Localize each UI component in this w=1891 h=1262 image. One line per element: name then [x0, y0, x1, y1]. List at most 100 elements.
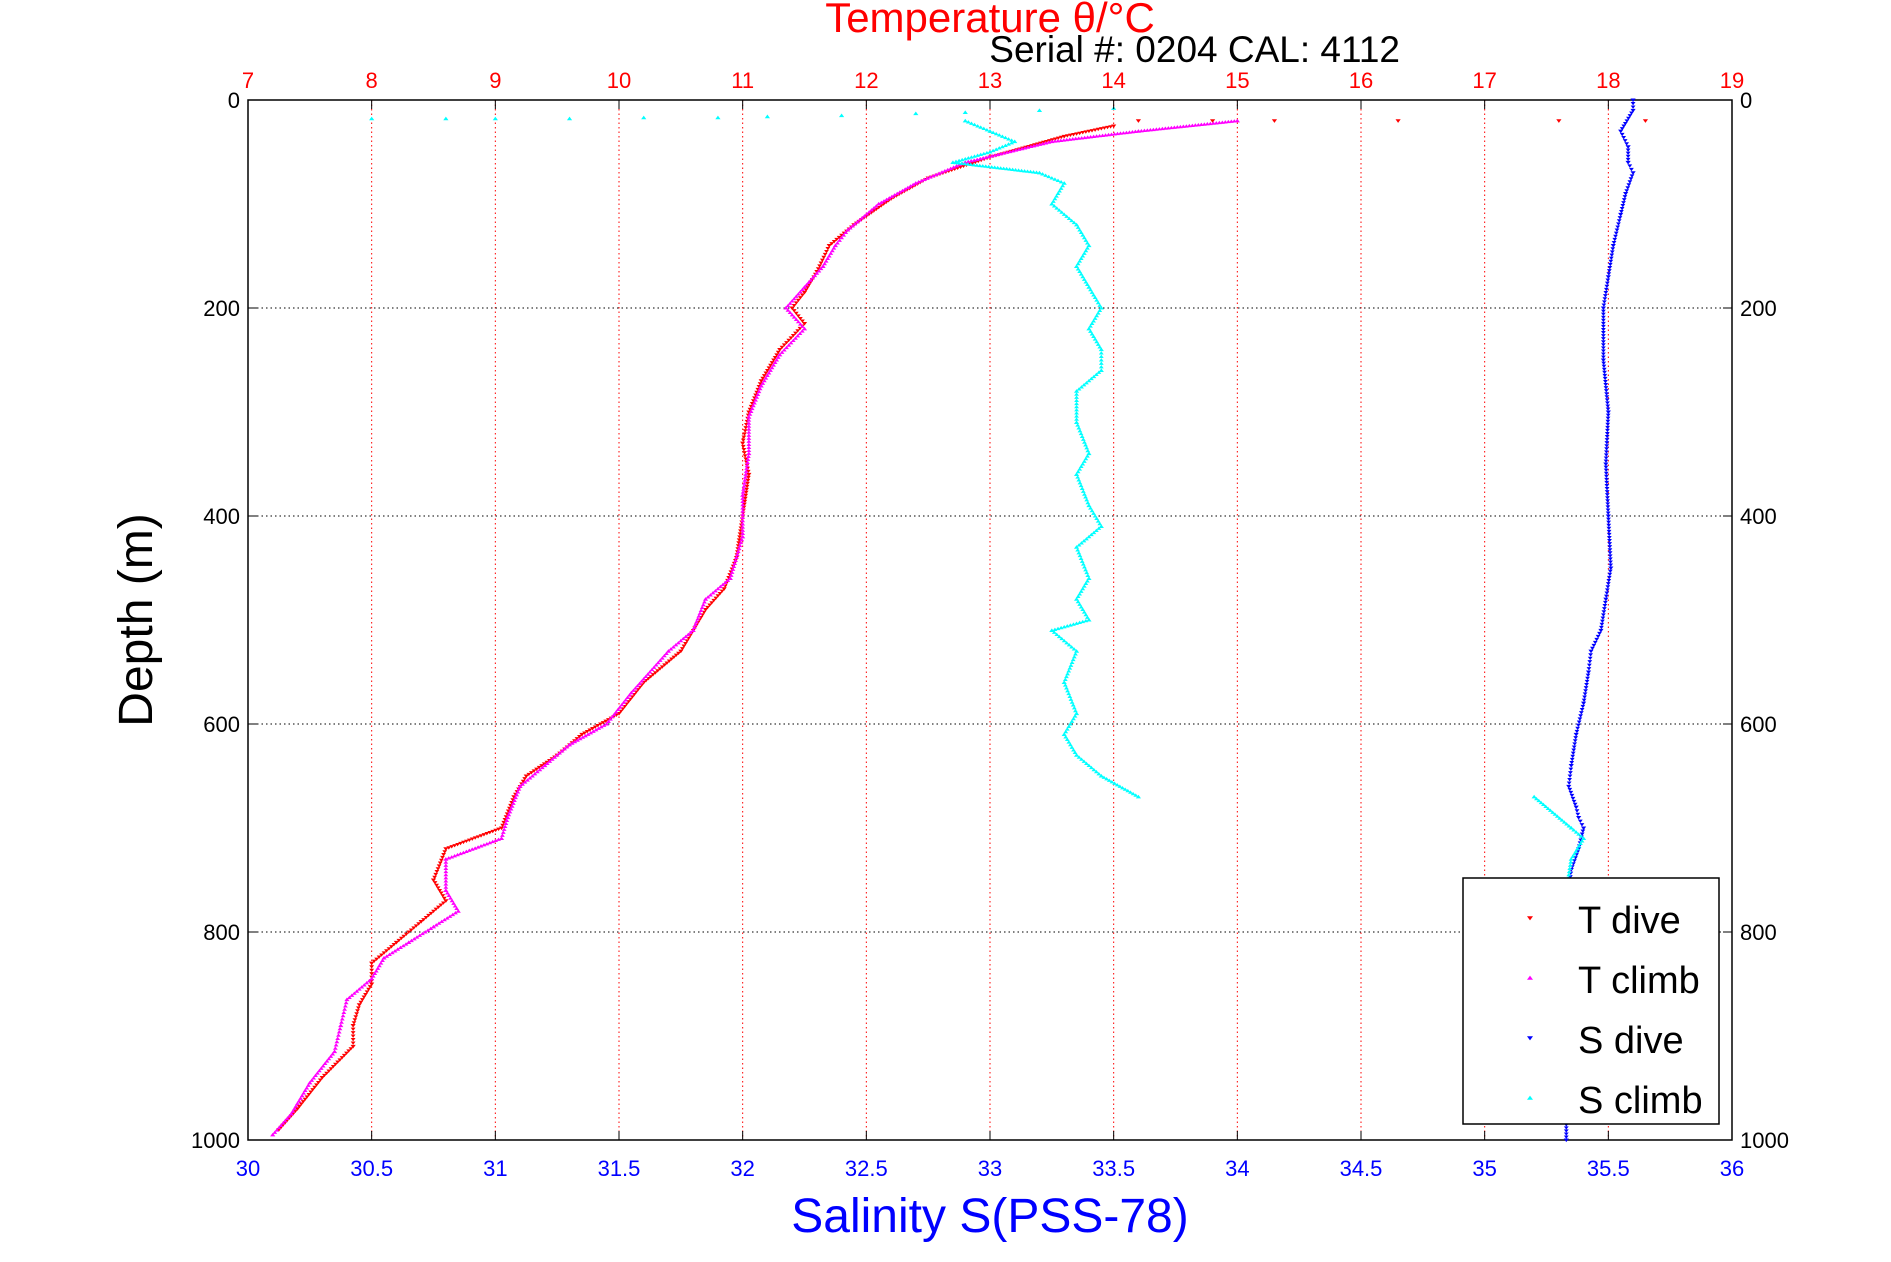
data-point — [1019, 168, 1024, 173]
data-point — [350, 1027, 356, 1031]
data-point — [1603, 290, 1609, 295]
data-point — [1073, 264, 1080, 268]
data-point — [1084, 454, 1090, 458]
data-point — [800, 324, 805, 328]
data-point — [913, 181, 919, 185]
data-point — [971, 158, 977, 162]
data-point — [1590, 646, 1595, 651]
data-point — [1569, 761, 1575, 765]
data-point — [990, 148, 996, 153]
data-point — [791, 303, 797, 308]
data-point — [395, 947, 401, 951]
data-point — [1606, 532, 1612, 537]
data-point — [337, 1058, 343, 1062]
data-point — [1079, 136, 1085, 140]
data-point — [1571, 745, 1577, 749]
data-point — [421, 918, 427, 922]
data-point — [1089, 332, 1095, 336]
data-point — [387, 952, 392, 956]
data-point — [1084, 536, 1089, 541]
data-point — [1112, 781, 1117, 785]
data-point — [1037, 142, 1043, 146]
data-point — [1628, 177, 1634, 181]
data-point — [998, 166, 1004, 170]
data-point — [1064, 137, 1070, 142]
data-point — [1135, 794, 1141, 799]
data-point — [1573, 736, 1579, 740]
data-point — [648, 675, 654, 679]
data-point — [793, 331, 798, 335]
data-point — [784, 345, 789, 350]
data-point — [1616, 219, 1622, 223]
data-point — [992, 165, 998, 169]
data-point — [270, 1132, 276, 1137]
data-point — [1050, 199, 1056, 203]
data-point — [698, 608, 704, 612]
data-point — [1056, 634, 1062, 639]
data-point — [962, 160, 968, 164]
data-point — [443, 882, 449, 886]
data-point — [1117, 784, 1123, 788]
data-point — [801, 285, 808, 289]
x2-tick-label: 13 — [978, 68, 1002, 93]
data-point — [443, 116, 449, 121]
data-point — [993, 147, 999, 151]
data-point — [1603, 379, 1608, 384]
data-point — [953, 160, 959, 165]
data-point — [986, 154, 992, 159]
data-point — [821, 255, 827, 260]
data-point — [443, 899, 449, 903]
data-point — [1089, 765, 1094, 770]
data-point — [1621, 136, 1627, 140]
data-point — [598, 725, 604, 729]
data-point — [403, 932, 409, 936]
data-point — [1604, 431, 1610, 436]
data-point — [346, 1049, 352, 1053]
data-point — [1603, 471, 1609, 476]
data-point — [436, 905, 441, 909]
data-point — [320, 1064, 326, 1068]
data-point — [433, 923, 439, 927]
data-point — [902, 187, 908, 191]
data-point — [1062, 683, 1068, 687]
data-point — [1058, 186, 1064, 190]
y-tick-label-left: 1000 — [191, 1128, 240, 1153]
data-point — [590, 729, 596, 733]
data-point — [1080, 462, 1086, 466]
data-point — [791, 309, 797, 313]
data-point — [1098, 354, 1104, 358]
data-point — [1213, 121, 1219, 125]
data-point — [1092, 316, 1098, 320]
data-point — [1086, 617, 1092, 622]
data-point — [688, 630, 694, 634]
data-point — [1604, 591, 1610, 595]
data-point — [522, 777, 528, 781]
data-point — [609, 714, 615, 719]
data-point — [1071, 706, 1077, 710]
data-point — [1604, 487, 1610, 491]
data-point — [1570, 854, 1576, 859]
data-point — [826, 254, 832, 258]
data-point — [713, 588, 718, 593]
data-point — [335, 1060, 341, 1064]
data-point — [1147, 128, 1153, 132]
data-point — [958, 165, 963, 170]
data-point — [1607, 569, 1613, 574]
data-point — [1567, 866, 1573, 870]
data-point — [341, 1010, 347, 1015]
data-point — [1585, 673, 1591, 678]
data-point — [1577, 819, 1583, 823]
data-point — [352, 1018, 358, 1022]
data-point — [1600, 306, 1606, 311]
data-point — [746, 418, 752, 422]
data-point — [787, 310, 793, 315]
data-point — [775, 350, 781, 355]
data-point — [801, 290, 808, 295]
data-point — [1034, 170, 1039, 174]
data-point — [741, 435, 747, 439]
data-point — [566, 116, 573, 121]
data-point — [781, 343, 787, 347]
data-point — [1174, 125, 1180, 129]
data-point — [307, 1080, 313, 1085]
data-point — [1025, 169, 1030, 173]
